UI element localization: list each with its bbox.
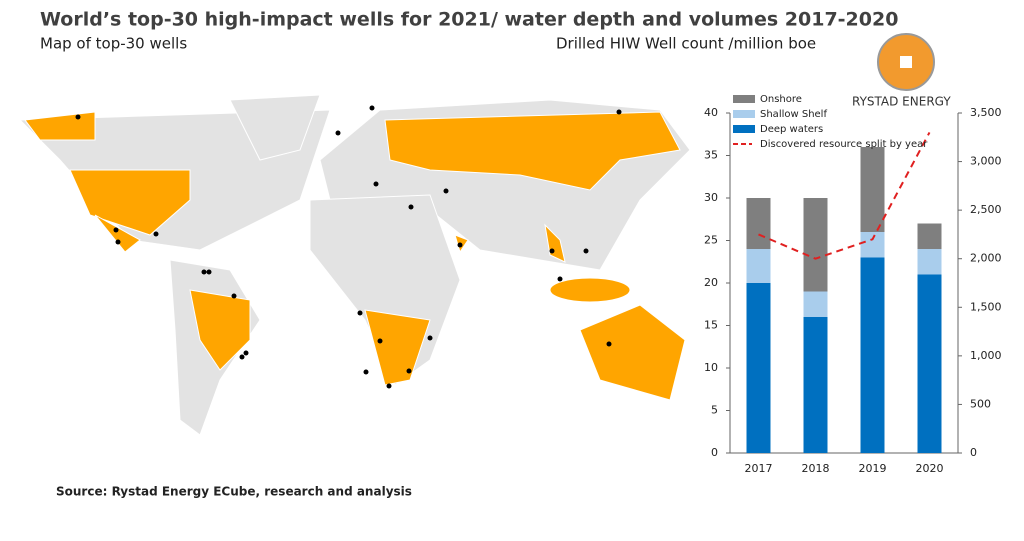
x-tick-label: 2019	[859, 462, 887, 475]
y-tick-label: 25	[704, 234, 718, 247]
y-tick-label: 40	[704, 106, 718, 119]
country	[579, 304, 686, 401]
y-tick-label: 10	[704, 361, 718, 374]
country	[69, 169, 191, 236]
bar-segment	[860, 232, 885, 258]
y2-tick-label: 500	[970, 397, 991, 410]
y2-tick-label: 0	[970, 446, 977, 459]
source-note: Source: Rystad Energy ECube, research an…	[56, 485, 412, 499]
country	[189, 289, 251, 371]
legend-label: Shallow Shelf	[760, 109, 827, 120]
country	[384, 111, 681, 191]
page-title: World’s top-30 high-impact wells for 202…	[40, 9, 898, 31]
y2-tick-label: 3,000	[970, 155, 1002, 168]
country	[544, 223, 566, 263]
legend-label: Discovered resource split by year	[760, 139, 928, 150]
bar-segment	[803, 198, 828, 292]
y-tick-label: 20	[704, 276, 718, 289]
bar-segment	[917, 274, 942, 453]
well-dots	[75, 105, 622, 389]
line-series	[758, 131, 931, 260]
bar-segment	[860, 147, 885, 232]
x-tick-label: 2017	[745, 462, 773, 475]
legend-swatch	[733, 110, 755, 118]
logo: RYSTAD ENERGY	[852, 33, 951, 109]
country	[94, 214, 141, 253]
y-tick-label: 35	[704, 149, 718, 162]
x-tick-label: 2020	[916, 462, 944, 475]
legend-swatch	[733, 95, 755, 103]
bar-segment	[746, 198, 771, 249]
bar-segment	[746, 283, 771, 453]
y2-tick-label: 3,500	[970, 106, 1002, 119]
country	[364, 309, 431, 386]
world-map	[18, 94, 691, 436]
y2-tick-label: 1,000	[970, 349, 1002, 362]
legend-label: Deep waters	[760, 124, 823, 135]
bar-segment	[917, 249, 942, 275]
bar-segment	[803, 317, 828, 453]
y2-tick-label: 1,500	[970, 300, 1002, 313]
country	[549, 277, 631, 303]
y-tick-label: 5	[711, 404, 718, 417]
legend-swatch	[733, 125, 755, 133]
y-tick-label: 0	[711, 446, 718, 459]
y2-tick-label: 2,000	[970, 252, 1002, 265]
map-title: Map of top-30 wells	[40, 35, 187, 53]
bar-segment	[860, 257, 885, 453]
logo-text: RYSTAD ENERGY	[852, 95, 951, 109]
y-tick-label: 30	[704, 191, 718, 204]
chart-title: Drilled HIW Well count /million boe	[556, 35, 816, 53]
legend-label: Onshore	[760, 94, 802, 105]
bar-segment	[917, 223, 942, 249]
x-tick-label: 2018	[802, 462, 830, 475]
bar-segment	[746, 249, 771, 283]
land	[229, 94, 321, 161]
bar-segment	[803, 291, 828, 317]
y-tick-label: 15	[704, 319, 718, 332]
y2-tick-label: 2,500	[970, 203, 1002, 216]
logo-mark	[900, 56, 912, 68]
